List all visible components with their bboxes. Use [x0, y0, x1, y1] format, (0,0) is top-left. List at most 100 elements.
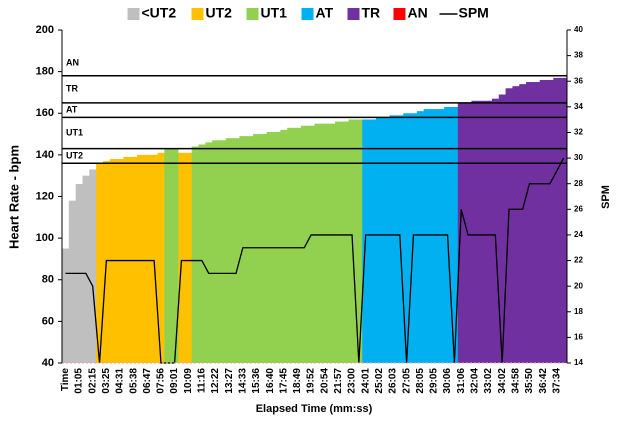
y2-tick-label: 30 — [574, 153, 583, 162]
x-tick-label: 34:02 — [497, 368, 508, 394]
x-tick-label: 18:49 — [292, 368, 303, 394]
hr-bar — [218, 140, 227, 363]
hr-bar — [280, 129, 288, 363]
x-tick-label: 02:15 — [87, 368, 98, 394]
hr-bar — [246, 136, 254, 363]
zone-label: AT — [66, 105, 78, 115]
legend-swatch — [127, 8, 140, 20]
x-tick-label: 04:31 — [115, 368, 126, 394]
hr-bar — [198, 144, 206, 363]
hr-bar — [239, 136, 247, 363]
hr-bar — [294, 127, 302, 363]
hr-bar — [471, 100, 479, 363]
y2-tick-label: 18 — [574, 307, 583, 316]
x-tick-label: 36:42 — [538, 368, 549, 394]
hr-bar — [464, 102, 472, 363]
zone-label: AN — [66, 58, 79, 68]
x-tick-label: 20:54 — [319, 368, 330, 394]
hr-bar — [300, 125, 309, 363]
x-tick-label: 24:01 — [360, 368, 371, 394]
hr-bar — [178, 152, 186, 363]
hr-bar — [157, 152, 165, 363]
hr-bar — [259, 134, 268, 363]
hr-bar — [225, 138, 234, 363]
hr-bar — [560, 77, 568, 364]
hr-bar — [437, 109, 445, 364]
y-tick-label: 100 — [36, 232, 54, 244]
legend-label: SPM — [459, 5, 489, 21]
hr-bar — [321, 123, 329, 363]
legend-swatch — [347, 8, 360, 20]
hr-bar — [164, 148, 172, 363]
x-tick-label: 12:22 — [210, 368, 221, 394]
y2-tick-label: 20 — [574, 281, 583, 290]
y-tick-label: 60 — [42, 315, 54, 327]
hr-bar — [89, 169, 97, 363]
hr-bar — [328, 123, 336, 363]
y2-tick-label: 16 — [574, 332, 583, 341]
legend-swatch — [301, 8, 314, 20]
hr-bar — [143, 154, 152, 363]
y2-axis-title: SPM — [600, 185, 612, 209]
hr-bar — [423, 109, 431, 364]
y2-tick-label: 24 — [574, 230, 583, 239]
hr-bar — [150, 154, 158, 363]
legend-label: AT — [316, 5, 334, 21]
y-tick-label: 160 — [36, 107, 54, 119]
hr-bar — [184, 152, 193, 363]
hr-bar — [485, 100, 493, 363]
legend-swatch — [246, 8, 259, 20]
hr-bar — [253, 134, 261, 363]
x-tick-label: Time — [60, 368, 71, 392]
hr-bar — [307, 125, 315, 363]
x-tick-label: 03:25 — [101, 368, 112, 394]
y2-tick-label: 14 — [574, 358, 583, 367]
hr-bar — [512, 86, 520, 363]
hr-bar — [450, 107, 459, 363]
y-tick-label: 80 — [42, 274, 54, 286]
x-tick-label: 05:38 — [128, 368, 139, 394]
y-tick-label: 120 — [36, 190, 54, 202]
y2-tick-label: 22 — [574, 256, 583, 265]
legend-label: AN — [408, 5, 428, 21]
x-tick-label: 11:16 — [197, 368, 208, 393]
hr-bar — [478, 100, 486, 363]
x-tick-label: 35:50 — [524, 368, 535, 394]
hr-bar — [232, 138, 240, 363]
x-tick-label: 06:47 — [142, 368, 153, 394]
hr-bar — [389, 115, 397, 363]
x-tick-label: 29:05 — [429, 368, 440, 394]
hr-bar — [382, 117, 390, 363]
x-tick-label: 26:03 — [388, 368, 399, 394]
hr-bar — [205, 142, 213, 363]
x-tick-label: 13:27 — [224, 368, 235, 394]
x-tick-label: 17:45 — [278, 368, 289, 394]
zone-label: UT2 — [66, 150, 83, 160]
legend-label: UT1 — [261, 5, 288, 21]
hr-bar — [491, 98, 500, 364]
x-tick-label: 25:02 — [374, 368, 385, 394]
hr-bar — [403, 113, 411, 363]
x-tick-label: 30:06 — [442, 368, 453, 394]
y2-tick-label: 40 — [574, 25, 583, 34]
hr-bar — [457, 102, 466, 363]
y-tick-label: 200 — [36, 24, 54, 36]
legend-swatch — [191, 8, 204, 20]
legend-swatch — [393, 8, 406, 20]
x-tick-label: 07:56 — [156, 368, 167, 394]
x-tick-label: 32:04 — [470, 368, 481, 394]
x-tick-label: 23:00 — [347, 368, 358, 394]
spm-line — [65, 157, 565, 364]
hr-bar — [546, 79, 554, 363]
hr-bar — [68, 200, 77, 363]
y2-tick-label: 34 — [574, 102, 583, 111]
y2-tick-label: 28 — [574, 179, 583, 188]
y2-tick-label: 26 — [574, 204, 583, 213]
legend-label: TR — [362, 5, 381, 21]
y-axis-title: Heart Rate - bpm — [6, 145, 21, 249]
y-tick-label: 40 — [42, 357, 54, 369]
x-tick-label: 27:05 — [401, 368, 412, 394]
y-tick-label: 140 — [36, 149, 54, 161]
hr-bar — [553, 77, 561, 364]
hr-bar — [62, 248, 70, 363]
